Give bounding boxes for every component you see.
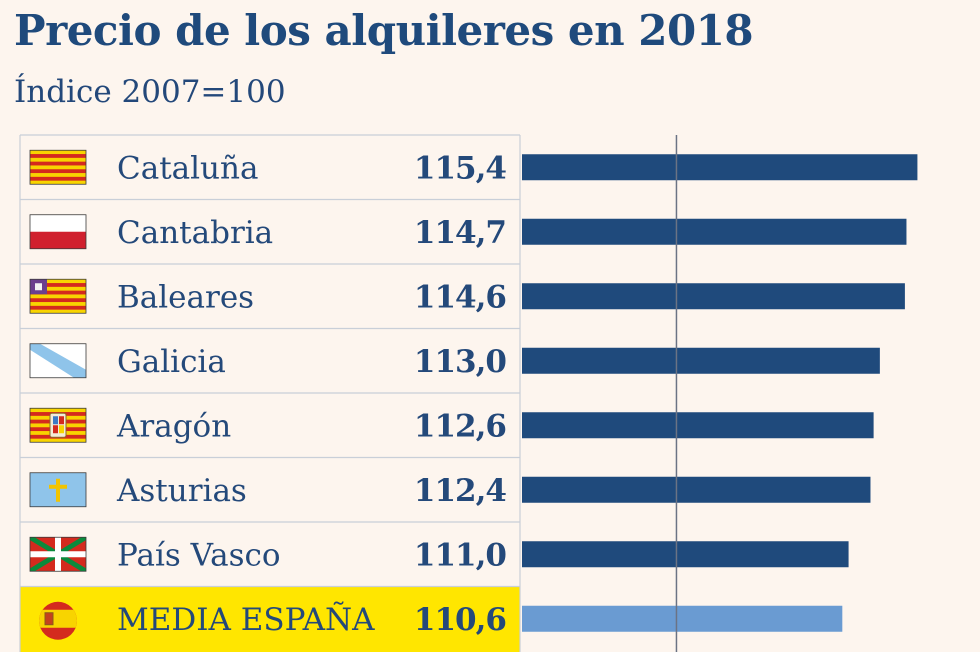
value-label: 110,6 — [414, 602, 506, 638]
category-label: Cataluña — [117, 150, 258, 186]
chart-subtitle: Índice 2007=100 — [14, 74, 286, 110]
value-label: 114,7 — [414, 215, 506, 251]
category-label: País Vasco — [117, 537, 281, 573]
value-label: 112,4 — [414, 473, 507, 509]
category-label: Cantabria — [117, 215, 273, 251]
bar — [522, 283, 905, 310]
chart-title: Precio de los alquileres en 2018 — [14, 6, 754, 55]
aragon-flag — [29, 407, 87, 443]
highlight-row-bg — [20, 586, 520, 652]
table-row: Baleares 114,6 — [20, 263, 520, 315]
category-label: Baleares — [117, 279, 254, 315]
category-label: MEDIA ESPAÑA — [117, 600, 375, 638]
bar — [522, 154, 918, 181]
table-row: Aragón 112,6 — [20, 392, 520, 444]
espana-flag — [39, 601, 77, 640]
cataluna-flag — [29, 149, 87, 185]
category-label: Asturias — [116, 473, 247, 509]
table-row: Galicia 113,0 — [20, 327, 520, 380]
bar — [522, 218, 907, 245]
pais-vasco-flag — [29, 536, 87, 572]
cantabria-flag — [29, 214, 87, 250]
value-label: 114,6 — [414, 279, 506, 315]
value-label: 112,6 — [414, 408, 506, 444]
bar — [522, 541, 849, 568]
value-label: 113,0 — [414, 344, 507, 380]
baleares-flag — [29, 278, 87, 314]
value-label: 115,4 — [414, 150, 507, 186]
bar — [522, 605, 843, 632]
bar — [522, 476, 871, 503]
value-label: 111,0 — [414, 537, 507, 573]
table-row: País Vasco 111,0 — [20, 521, 520, 573]
category-label: Galicia — [117, 344, 226, 380]
bar — [522, 347, 880, 374]
table-row: Cataluña 115,4 — [20, 134, 520, 186]
bar — [522, 412, 874, 439]
galicia-flag — [29, 343, 87, 379]
asturias-flag — [29, 472, 87, 508]
category-label: Aragón — [116, 408, 231, 444]
table-row: Asturias 112,4 — [20, 456, 520, 509]
table-row: MEDIA ESPAÑA 110,6 — [20, 585, 520, 652]
table-row: Cantabria 114,7 — [20, 198, 520, 251]
